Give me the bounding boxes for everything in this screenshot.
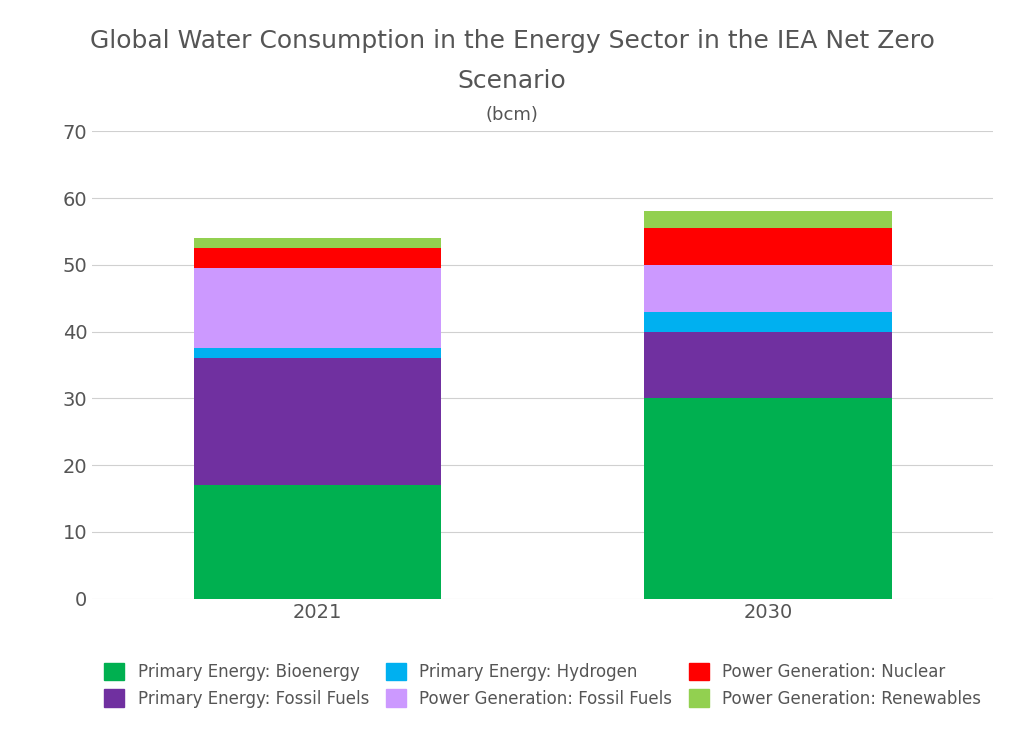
Text: Global Water Consumption in the Energy Sector in the IEA Net Zero: Global Water Consumption in the Energy S…	[89, 29, 935, 53]
Bar	[644, 265, 892, 312]
Bar	[644, 312, 892, 331]
Bar	[194, 358, 441, 485]
Legend: Primary Energy: Bioenergy, Primary Energy: Fossil Fuels, Primary Energy: Hydroge: Primary Energy: Bioenergy, Primary Energ…	[104, 663, 981, 707]
Bar	[644, 212, 892, 228]
Bar	[194, 248, 441, 268]
Bar	[644, 228, 892, 265]
Bar	[194, 348, 441, 358]
Bar	[644, 331, 892, 399]
Text: Scenario: Scenario	[458, 69, 566, 93]
Text: (bcm): (bcm)	[485, 106, 539, 124]
Bar	[644, 399, 892, 599]
Bar	[194, 485, 441, 599]
Bar	[194, 268, 441, 348]
Bar	[194, 238, 441, 248]
